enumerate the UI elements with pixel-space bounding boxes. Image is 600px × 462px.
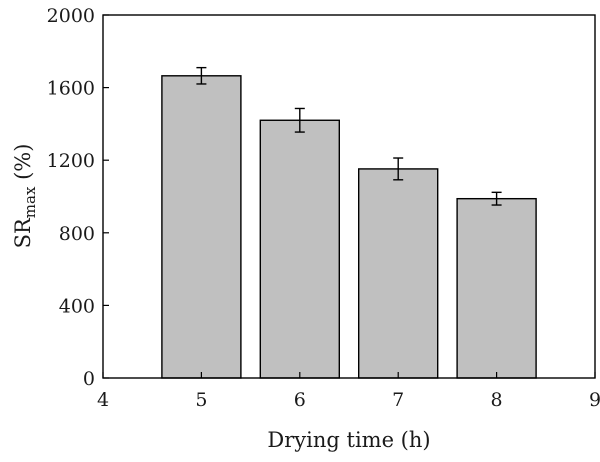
plot-frame (102, 14, 596, 379)
y-axis-title-sub: max (21, 186, 39, 218)
axes-group (102, 14, 596, 379)
y-axis-title: SRmax (%) (11, 144, 39, 249)
y-tick-label-2000: 2000 (47, 5, 95, 27)
bar-6 (259, 119, 340, 379)
error-bar-8 (491, 191, 502, 206)
error-bar-7 (393, 157, 404, 181)
bar-8 (456, 197, 537, 379)
x-tick-label-9: 9 (589, 389, 600, 411)
y-ticks-group: 0 400 800 1200 1600 2000 (47, 5, 109, 390)
bar-7 (358, 168, 439, 379)
y-axis-title-base: SR (11, 217, 35, 248)
x-tick-label-5: 5 (195, 389, 207, 411)
x-tick-label-4: 4 (97, 389, 109, 411)
error-bar-6 (294, 107, 305, 133)
bar-5 (161, 75, 242, 379)
error-bars-group (196, 66, 502, 206)
bars-group (161, 75, 537, 379)
y-tick-label-400: 400 (59, 295, 95, 317)
y-tick-label-800: 800 (59, 223, 95, 245)
error-bar-5 (196, 66, 207, 85)
x-axis-title: Drying time (h) (267, 428, 430, 452)
x-tick-label-8: 8 (491, 389, 503, 411)
x-ticks-group: 4 5 6 7 8 9 (97, 372, 600, 411)
y-tick-label-0: 0 (83, 368, 95, 390)
y-tick-label-1600: 1600 (47, 78, 95, 100)
y-axis-title-suffix: (%) (11, 144, 35, 187)
y-tick-label-1200: 1200 (47, 150, 95, 172)
x-tick-label-6: 6 (294, 389, 306, 411)
x-tick-label-7: 7 (392, 389, 404, 411)
